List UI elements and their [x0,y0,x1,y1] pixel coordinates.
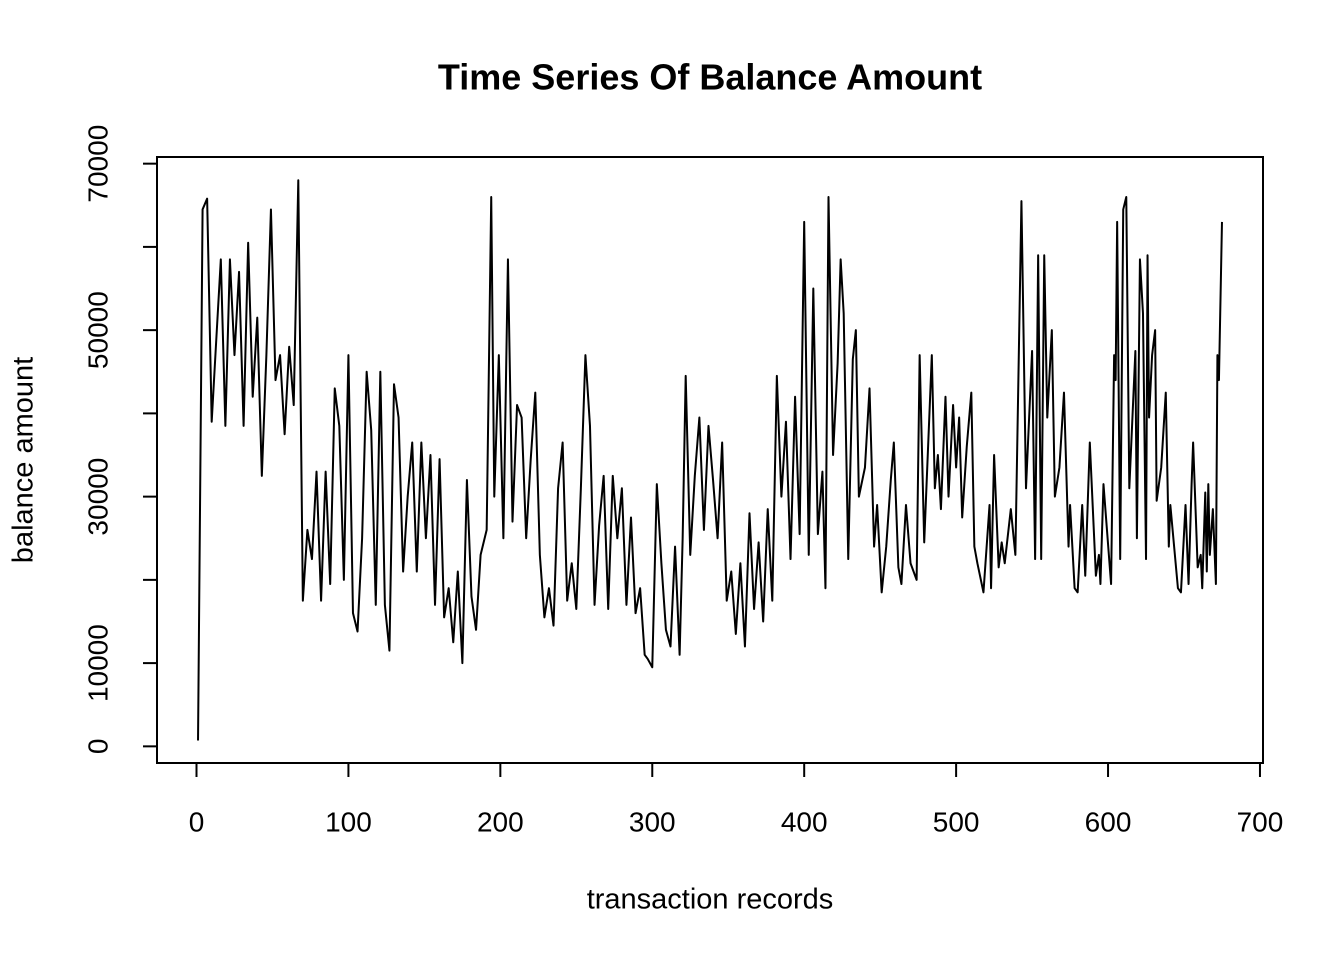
x-tick-label: 100 [325,806,372,837]
y-axis-label: balance amount [8,357,40,563]
y-tick-label: 0 [82,739,113,755]
x-tick-label: 700 [1237,806,1284,837]
x-tick-label: 200 [477,806,524,837]
y-tick-label: 10000 [82,624,113,702]
data-line [197,179,1223,741]
chart-title: Time Series Of Balance Amount [438,57,982,98]
x-tick-label: 500 [933,806,980,837]
y-tick-label: 70000 [82,125,113,203]
x-tick-label: 0 [189,806,205,837]
x-axis-label: transaction records [587,884,834,916]
y-tick-label: 30000 [82,458,113,536]
y-tick-label: 50000 [82,291,113,369]
x-tick-label: 300 [629,806,676,837]
x-tick-label: 600 [1085,806,1132,837]
x-tick-label: 400 [781,806,828,837]
